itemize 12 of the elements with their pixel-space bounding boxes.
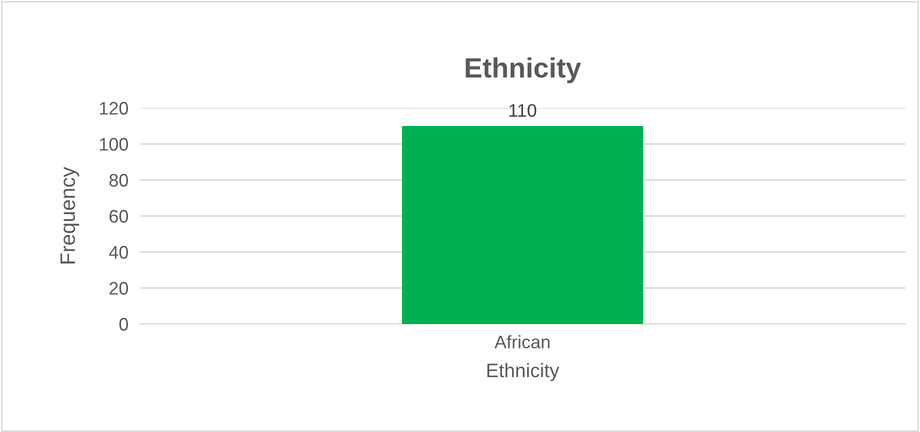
data-label: 110 (510, 104, 536, 117)
y-tick-label: 60 (110, 210, 128, 223)
y-tick-label: 100 (100, 138, 128, 151)
x-tick-label: African (494, 335, 550, 348)
chart-title: Ethnicity (466, 57, 582, 84)
y-tick-label: 120 (100, 102, 128, 115)
y-tick-label: 40 (109, 246, 128, 259)
x-axis-title: Ethnicity (487, 363, 560, 382)
y-tick-label: 20 (110, 282, 128, 295)
y-axis-title: Frequency (60, 166, 80, 264)
y-tick-label: 80 (109, 174, 128, 187)
y-tick-label: 0 (119, 318, 128, 331)
